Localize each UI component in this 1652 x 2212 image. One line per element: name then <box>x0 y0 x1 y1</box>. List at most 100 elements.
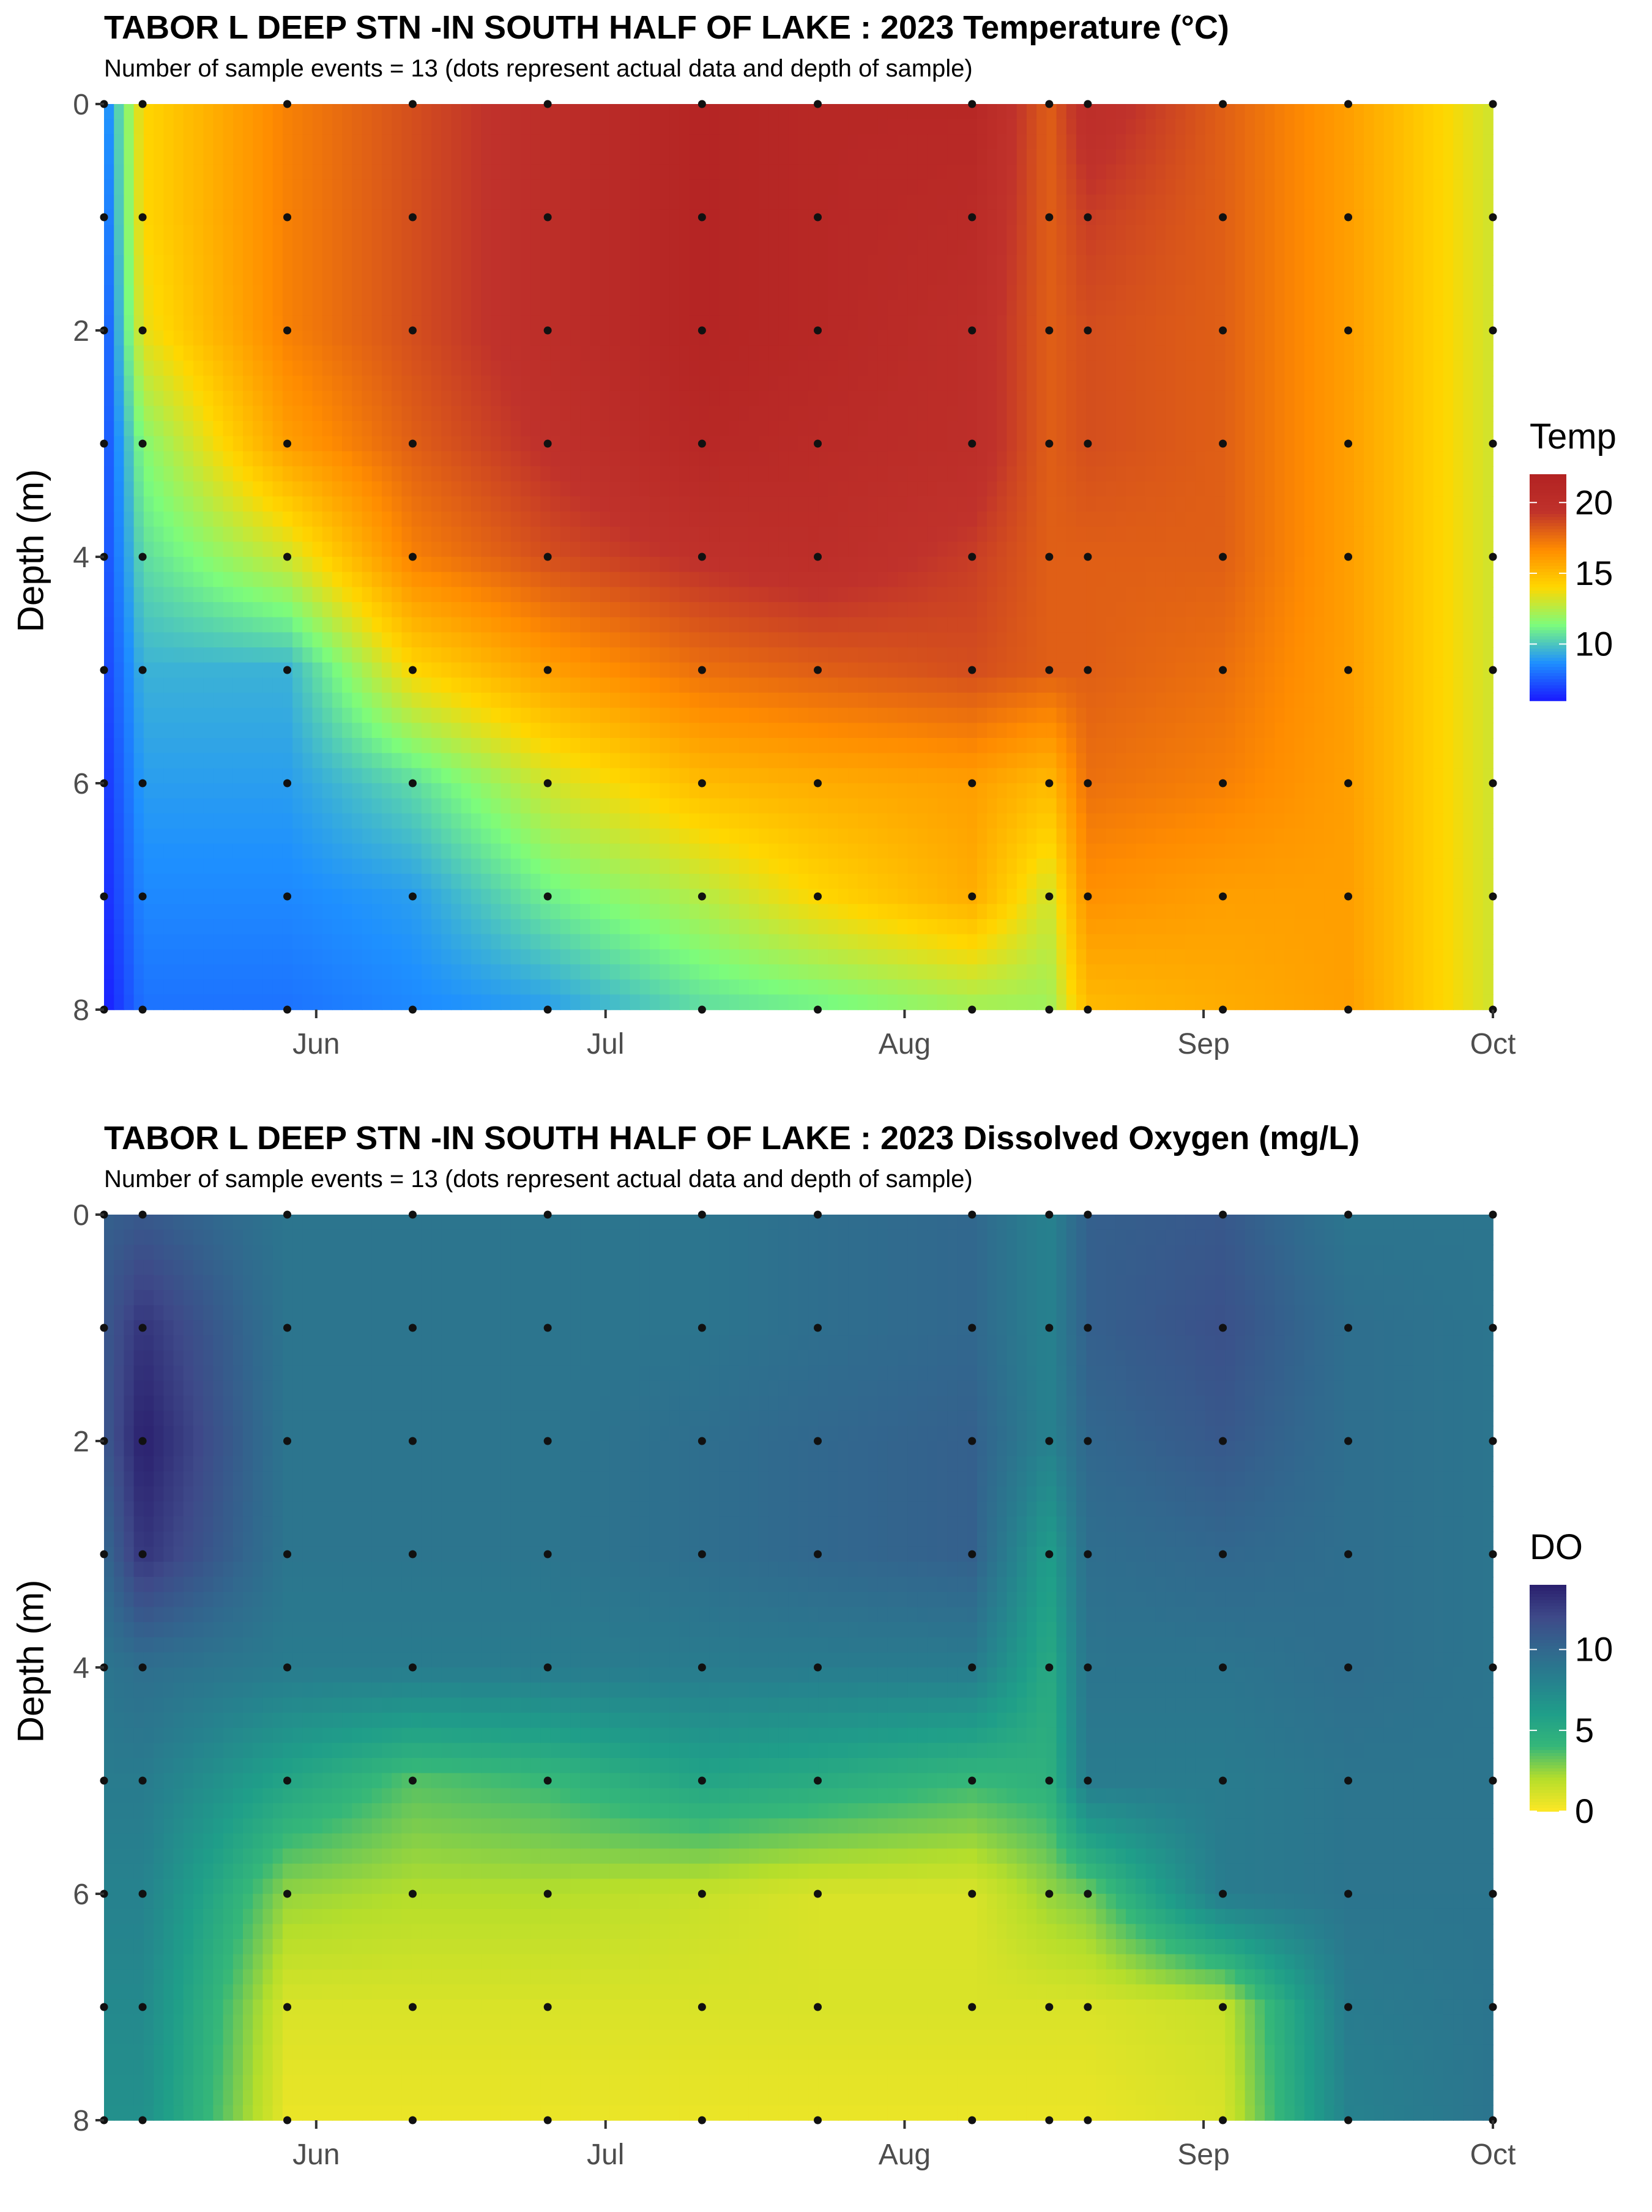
heatmap-cell <box>907 481 918 497</box>
heatmap-cell <box>510 360 521 376</box>
heatmap-cell <box>630 874 641 890</box>
heatmap-cell <box>521 557 532 573</box>
heatmap-cell <box>302 557 313 573</box>
heatmap-cell <box>382 134 393 150</box>
heatmap-cell <box>441 134 452 150</box>
heatmap-cell <box>798 874 809 890</box>
heatmap-cell <box>808 526 819 543</box>
heatmap-cell <box>719 209 730 226</box>
heatmap-cell <box>630 512 641 527</box>
heatmap-cell <box>898 300 909 316</box>
heatmap-cell <box>679 888 690 905</box>
heatmap-cell <box>500 707 512 724</box>
heatmap-cell <box>451 904 462 920</box>
heatmap-cell <box>342 693 353 709</box>
heatmap-cell <box>481 587 492 603</box>
heatmap-cell <box>530 421 541 437</box>
heatmap-cell <box>481 285 492 301</box>
heatmap-cell <box>798 451 809 467</box>
heatmap-cell <box>660 617 671 633</box>
heatmap-cell <box>371 979 382 996</box>
heatmap-cell <box>649 481 660 497</box>
heatmap-cell <box>173 104 184 120</box>
heatmap-cell <box>104 888 115 905</box>
heatmap-cell <box>848 421 859 437</box>
heatmap-cell <box>451 964 462 980</box>
heatmap-cell <box>719 647 730 663</box>
heatmap-cell <box>748 149 759 165</box>
heatmap-cell <box>877 768 888 784</box>
heatmap-cell <box>253 285 264 301</box>
heatmap-cell <box>213 783 224 799</box>
heatmap-cell <box>352 406 363 422</box>
heatmap-cell <box>114 707 125 724</box>
heatmap-cell <box>431 934 442 950</box>
heatmap-cell <box>500 179 512 195</box>
heatmap-cell <box>173 526 184 543</box>
heatmap-cell <box>709 587 720 603</box>
heatmap-cell <box>550 255 561 271</box>
heatmap-cell <box>828 436 839 452</box>
heatmap-cell <box>639 994 650 1010</box>
heatmap-cell <box>828 164 839 181</box>
heatmap-cell <box>808 904 819 920</box>
heatmap-cell <box>530 798 541 814</box>
heatmap-cell <box>808 451 819 467</box>
heatmap-cell <box>104 843 115 860</box>
heatmap-cell <box>154 768 165 784</box>
heatmap-cell <box>133 632 144 648</box>
heatmap-cell <box>898 707 909 724</box>
heatmap-cell <box>362 512 373 527</box>
heatmap-cell <box>392 587 403 603</box>
heatmap-cell <box>759 632 770 648</box>
heatmap-cell <box>253 557 264 573</box>
heatmap-cell <box>877 632 888 648</box>
heatmap-cell <box>689 406 700 422</box>
heatmap-cell <box>243 693 254 709</box>
heatmap-cell <box>530 662 541 679</box>
heatmap-cell <box>540 617 551 633</box>
heatmap-cell <box>143 270 154 286</box>
heatmap-cell <box>500 723 512 739</box>
heatmap-cell <box>451 829 462 844</box>
heatmap-cell <box>411 496 422 512</box>
heatmap-cell <box>818 723 829 739</box>
heatmap-cell <box>382 376 393 392</box>
heatmap-cell <box>491 481 502 497</box>
heatmap-cell <box>887 888 898 905</box>
heatmap-cell <box>887 662 898 679</box>
heatmap-cell <box>639 949 650 965</box>
heatmap-cell <box>848 707 859 724</box>
heatmap-cell <box>609 225 620 240</box>
heatmap-cell <box>262 904 273 920</box>
heatmap-cell <box>887 753 898 769</box>
heatmap-cell <box>154 964 165 980</box>
heatmap-cell <box>411 104 422 120</box>
heatmap-cell <box>848 406 859 422</box>
heatmap-cell <box>689 376 700 392</box>
heatmap-cell <box>342 858 353 874</box>
heatmap-cell <box>590 677 601 693</box>
heatmap-cell <box>868 225 879 240</box>
heatmap-cell <box>778 964 789 980</box>
heatmap-cell <box>877 376 888 392</box>
heatmap-cell <box>580 496 591 512</box>
heatmap-cell <box>104 542 115 557</box>
heatmap-cell <box>521 919 532 935</box>
heatmap-cell <box>808 149 819 165</box>
heatmap-cell <box>759 783 770 799</box>
heatmap-cell <box>560 753 571 769</box>
heatmap-cell <box>451 481 462 497</box>
heatmap-cell <box>143 662 154 679</box>
heatmap-cell <box>699 300 710 316</box>
heatmap-cell <box>163 134 174 150</box>
heatmap-cell <box>848 512 859 527</box>
heatmap-cell <box>788 255 799 271</box>
heatmap-cell <box>759 270 770 286</box>
heatmap-cell <box>421 466 432 482</box>
heatmap-cell <box>620 919 631 935</box>
heatmap-cell <box>660 376 671 392</box>
heatmap-cell <box>838 632 849 648</box>
heatmap-cell <box>133 843 144 860</box>
heatmap-cell <box>729 813 740 829</box>
